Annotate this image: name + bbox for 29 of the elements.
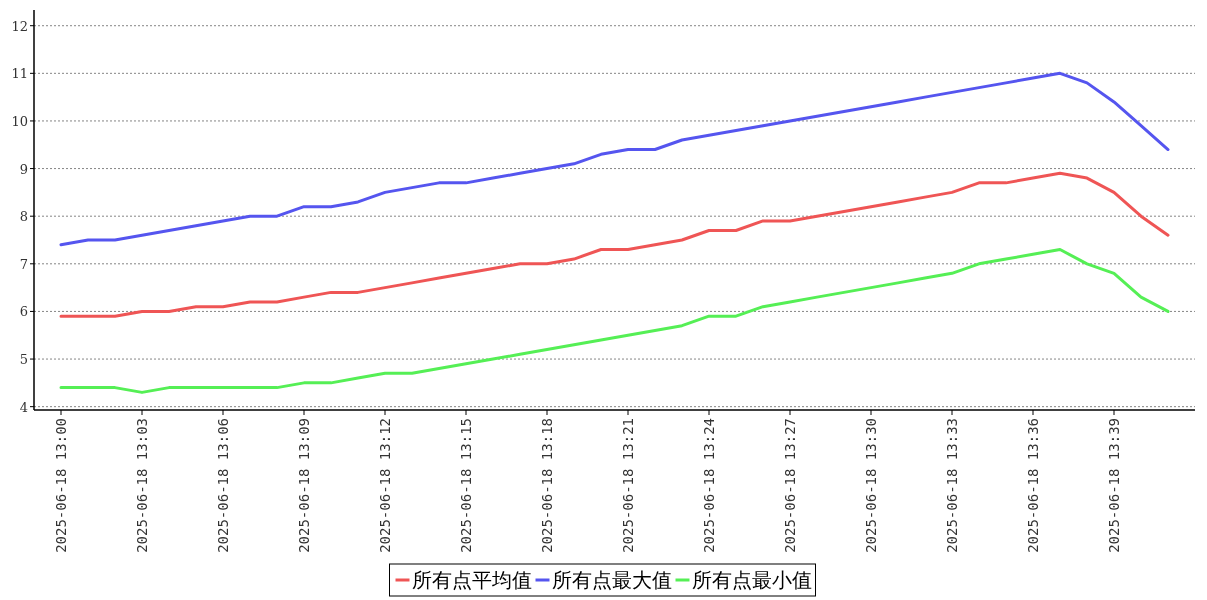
y-tick-label: 12 xyxy=(11,18,28,34)
legend-label: 所有点平均值 xyxy=(411,568,532,592)
x-tick-label: 2025-06-18 13:18 xyxy=(539,418,555,553)
x-tick-label: 2025-06-18 13:00 xyxy=(53,418,69,553)
line-series xyxy=(59,248,1170,394)
legend-label: 所有点最小值 xyxy=(691,568,812,592)
y-tick-label: 5 xyxy=(19,352,28,368)
x-tick-label: 2025-06-18 13:03 xyxy=(134,418,150,553)
y-tick-label: 4 xyxy=(19,399,28,415)
x-tick-label: 2025-06-18 13:30 xyxy=(863,418,879,553)
y-tick-label: 11 xyxy=(11,66,28,82)
line-series xyxy=(59,71,1170,247)
x-tick-label: 2025-06-18 13:09 xyxy=(296,418,312,553)
x-tick-label: 2025-06-18 13:24 xyxy=(701,418,717,553)
x-tick-label: 2025-06-18 13:39 xyxy=(1106,418,1122,553)
x-tick-label: 2025-06-18 13:36 xyxy=(1025,418,1041,553)
y-tick-label: 10 xyxy=(11,113,28,129)
x-tick-label: 2025-06-18 13:21 xyxy=(620,418,636,553)
line-series xyxy=(59,171,1170,318)
x-tick-label: 2025-06-18 13:33 xyxy=(944,418,960,553)
x-tick-label: 2025-06-18 13:06 xyxy=(215,418,231,553)
x-tick-label: 2025-06-18 13:12 xyxy=(377,418,393,553)
y-tick-label: 7 xyxy=(19,256,28,272)
legend-label: 所有点最大值 xyxy=(551,568,672,592)
y-tick-label: 6 xyxy=(19,304,28,320)
y-tick-label: 9 xyxy=(19,161,28,177)
x-tick-label: 2025-06-18 13:27 xyxy=(782,418,798,553)
x-tick-label: 2025-06-18 13:15 xyxy=(458,418,474,553)
y-tick-label: 8 xyxy=(19,209,28,225)
